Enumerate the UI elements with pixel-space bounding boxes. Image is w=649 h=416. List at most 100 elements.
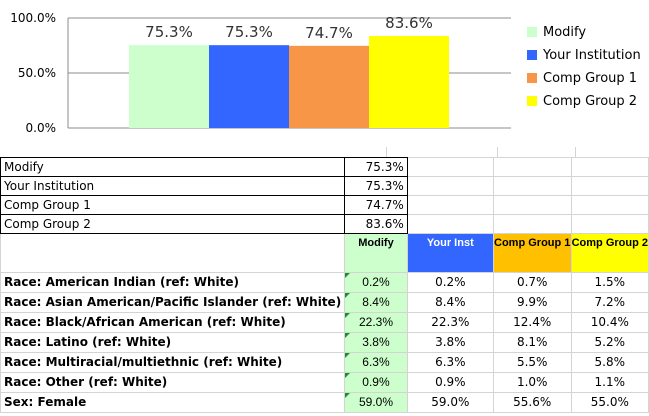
header-your-inst[interactable]: Your Inst bbox=[406, 233, 494, 273]
inst-value-cell[interactable]: 8.4% bbox=[406, 292, 494, 313]
empty-cell[interactable] bbox=[406, 157, 494, 177]
empty-cell[interactable] bbox=[570, 157, 649, 177]
table-row: Race: Latino (ref: White) 3.8% 3.8% 8.1% 5.2… bbox=[0, 332, 649, 353]
inst-value-cell[interactable]: 0.2% bbox=[406, 272, 494, 293]
empty-cell[interactable] bbox=[406, 176, 494, 196]
bar bbox=[129, 45, 209, 128]
empty-cell[interactable] bbox=[492, 214, 572, 234]
modify-value-cell[interactable]: 22.3% bbox=[344, 312, 408, 333]
header-modify[interactable]: Modify bbox=[344, 233, 408, 273]
legend-item: Comp Group 2 bbox=[527, 91, 641, 111]
inst-value-cell[interactable]: 3.8% bbox=[406, 332, 494, 353]
row-label-cell[interactable]: Race: Multiracial/multiethnic (ref: Whit… bbox=[0, 352, 346, 373]
legend-label: Comp Group 2 bbox=[543, 93, 638, 109]
summary-label-cell[interactable]: Your Institution bbox=[0, 176, 346, 196]
summary-value-cell[interactable]: 83.6% bbox=[344, 214, 408, 234]
legend-swatch bbox=[527, 96, 537, 106]
legend-label: Comp Group 1 bbox=[543, 70, 638, 86]
table-row: Sex: Female 59.0% 59.0% 55.6% 55.0% bbox=[0, 392, 649, 413]
summary-row: Your Institution 75.3% bbox=[0, 176, 649, 196]
modify-value-cell[interactable]: 59.0% bbox=[344, 392, 408, 413]
legend-swatch bbox=[527, 73, 537, 83]
bar-chart: 100.0% 50.0% 0.0% 75.3% 75.3% 74.7% 83.6% Modi… bbox=[0, 0, 649, 147]
modify-value-cell[interactable]: 0.9% bbox=[344, 372, 408, 393]
empty-cell[interactable] bbox=[406, 195, 494, 215]
legend-swatch bbox=[527, 50, 537, 60]
empty-cell[interactable] bbox=[570, 176, 649, 196]
bar-value-label: 75.3% bbox=[225, 23, 273, 41]
legend-item: Modify bbox=[527, 22, 641, 42]
data-table: Modify 75.3% Your Institution 75.3% Comp Gro… bbox=[0, 157, 649, 413]
inst-value-cell[interactable]: 22.3% bbox=[406, 312, 494, 333]
summary-row: Comp Group 1 74.7% bbox=[0, 195, 649, 215]
comp2-value-cell[interactable]: 1.5% bbox=[570, 272, 649, 293]
empty-cell[interactable] bbox=[570, 195, 649, 215]
comp1-value-cell[interactable]: 5.5% bbox=[492, 352, 572, 373]
modify-value-cell[interactable]: 6.3% bbox=[344, 352, 408, 373]
row-label-cell[interactable]: Race: Latino (ref: White) bbox=[0, 332, 346, 353]
gridline bbox=[386, 147, 387, 157]
header-blank-cell[interactable] bbox=[0, 233, 346, 273]
table-row: Race: Other (ref: White) 0.9% 0.9% 1.0% 1.1% bbox=[0, 372, 649, 393]
inst-value-cell[interactable]: 59.0% bbox=[406, 392, 494, 413]
table-row: Race: Multiracial/multiethnic (ref: Whit… bbox=[0, 352, 649, 373]
header-comp-group-2[interactable]: Comp Group 2 bbox=[570, 233, 649, 273]
summary-label-cell[interactable]: Comp Group 2 bbox=[0, 214, 346, 234]
comp2-value-cell[interactable]: 5.2% bbox=[570, 332, 649, 353]
modify-value-cell[interactable]: 8.4% bbox=[344, 292, 408, 313]
empty-cell[interactable] bbox=[570, 214, 649, 234]
modify-value-cell[interactable]: 0.2% bbox=[344, 272, 408, 293]
gridline bbox=[497, 147, 498, 157]
comp1-value-cell[interactable]: 12.4% bbox=[492, 312, 572, 333]
row-label-cell[interactable]: Race: Asian American/Pacific Islander (r… bbox=[0, 292, 346, 313]
summary-value-cell[interactable]: 74.7% bbox=[344, 195, 408, 215]
row-label-cell[interactable]: Sex: Female bbox=[0, 392, 346, 413]
empty-cell[interactable] bbox=[492, 176, 572, 196]
table-row: Race: American Indian (ref: White) 0.2% 0.… bbox=[0, 272, 649, 293]
comp2-value-cell[interactable]: 1.1% bbox=[570, 372, 649, 393]
summary-value-cell[interactable]: 75.3% bbox=[344, 157, 408, 177]
comp2-value-cell[interactable]: 7.2% bbox=[570, 292, 649, 313]
empty-cell[interactable] bbox=[492, 195, 572, 215]
header-comp-group-1[interactable]: Comp Group 1 bbox=[492, 233, 572, 273]
summary-row: Modify 75.3% bbox=[0, 157, 649, 177]
empty-cell[interactable] bbox=[406, 214, 494, 234]
inst-value-cell[interactable]: 0.9% bbox=[406, 372, 494, 393]
legend-label: Your Institution bbox=[543, 47, 641, 63]
modify-value-cell[interactable]: 3.8% bbox=[344, 332, 408, 353]
chart-legend: Modify Your Institution Comp Group 1 Comp G… bbox=[527, 22, 641, 114]
bar-value-label: 74.7% bbox=[305, 24, 353, 42]
y-tick-label: 0.0% bbox=[26, 121, 57, 135]
bar-value-label: 75.3% bbox=[145, 23, 193, 41]
comp2-value-cell[interactable]: 10.4% bbox=[570, 312, 649, 333]
bar bbox=[369, 36, 449, 128]
bar bbox=[209, 45, 289, 128]
comp1-value-cell[interactable]: 1.0% bbox=[492, 372, 572, 393]
comp1-value-cell[interactable]: 8.1% bbox=[492, 332, 572, 353]
legend-label: Modify bbox=[543, 24, 587, 40]
row-label-cell[interactable]: Race: Other (ref: White) bbox=[0, 372, 346, 393]
y-tick-label: 50.0% bbox=[18, 66, 56, 80]
comp1-value-cell[interactable]: 9.9% bbox=[492, 292, 572, 313]
legend-item: Comp Group 1 bbox=[527, 68, 641, 88]
comp1-value-cell[interactable]: 55.6% bbox=[492, 392, 572, 413]
table-row: Race: Asian American/Pacific Islander (r… bbox=[0, 292, 649, 313]
gridline bbox=[575, 147, 576, 157]
summary-value-cell[interactable]: 75.3% bbox=[344, 176, 408, 196]
row-label-cell[interactable]: Race: Black/African American (ref: White… bbox=[0, 312, 346, 333]
legend-swatch bbox=[527, 27, 537, 37]
inst-value-cell[interactable]: 6.3% bbox=[406, 352, 494, 373]
comp1-value-cell[interactable]: 0.7% bbox=[492, 272, 572, 293]
summary-label-cell[interactable]: Comp Group 1 bbox=[0, 195, 346, 215]
row-label-cell[interactable]: Race: American Indian (ref: White) bbox=[0, 272, 346, 293]
table-row: Race: Black/African American (ref: White… bbox=[0, 312, 649, 333]
legend-item: Your Institution bbox=[527, 45, 641, 65]
bar bbox=[289, 45, 369, 128]
empty-cell[interactable] bbox=[492, 157, 572, 177]
summary-row: Comp Group 2 83.6% bbox=[0, 214, 649, 234]
bar-value-label: 83.6% bbox=[385, 14, 433, 32]
y-tick-label: 100.0% bbox=[10, 11, 56, 25]
comp2-value-cell[interactable]: 55.0% bbox=[570, 392, 649, 413]
comp2-value-cell[interactable]: 5.8% bbox=[570, 352, 649, 373]
summary-label-cell[interactable]: Modify bbox=[0, 157, 346, 177]
